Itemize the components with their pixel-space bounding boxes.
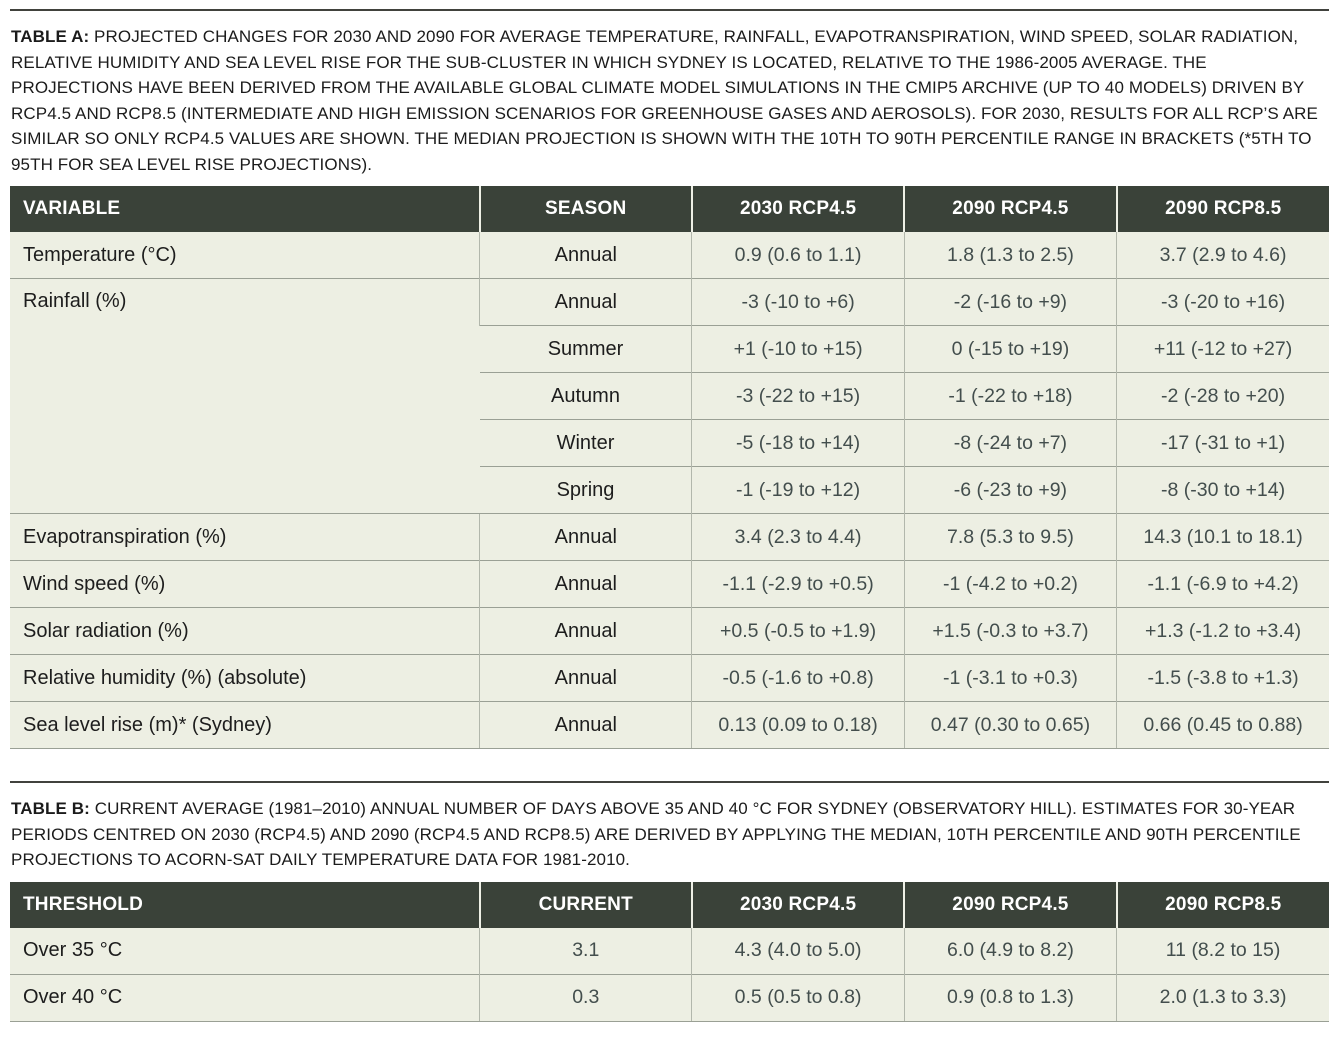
season-cell: Autumn	[479, 372, 692, 420]
variable-cell: Evapotranspiration (%)	[10, 513, 480, 561]
table-row-relative-humidity: Relative humidity (%) (absolute) Annual …	[10, 654, 1329, 702]
value-cell: -1 (-22 to +18)	[903, 372, 1117, 420]
table-b-header-2090-rcp45: 2090 RCP4.5	[903, 881, 1117, 928]
value-cell: -3 (-10 to +6)	[691, 278, 905, 326]
table-row-rainfall-autumn: Autumn -3 (-22 to +15) -1 (-22 to +18) -…	[10, 372, 1329, 420]
table-b-header-threshold: THRESHOLD	[10, 881, 480, 928]
value-cell: 7.8 (5.3 to 9.5)	[903, 513, 1117, 561]
value-cell: -1 (-3.1 to +0.3)	[903, 654, 1117, 702]
table-row-sea-level-rise: Sea level rise (m)* (Sydney) Annual 0.13…	[10, 701, 1329, 749]
value-cell: 11 (8.2 to 15)	[1116, 927, 1329, 974]
table-a-header-2030-rcp45: 2030 RCP4.5	[690, 186, 905, 232]
value-cell: -8 (-30 to +14)	[1116, 466, 1329, 514]
section-b: TABLE B: CURRENT AVERAGE (1981–2010) ANN…	[10, 781, 1329, 1022]
table-a: VARIABLE SEASON 2030 RCP4.5 2090 RCP4.5 …	[10, 186, 1329, 749]
table-b-header-2030-rcp45: 2030 RCP4.5	[690, 881, 905, 928]
table-row-wind-speed: Wind speed (%) Annual -1.1 (-2.9 to +0.5…	[10, 560, 1329, 608]
table-a-header-season: SEASON	[478, 186, 692, 232]
value-cell: -3 (-20 to +16)	[1116, 278, 1329, 326]
table-b-header-current: CURRENT	[478, 881, 692, 928]
value-cell: 6.0 (4.9 to 8.2)	[903, 927, 1117, 974]
value-cell: +11 (-12 to +27)	[1116, 325, 1329, 373]
value-cell: 0.5 (0.5 to 0.8)	[691, 973, 905, 1022]
table-b-header-2090-rcp85: 2090 RCP8.5	[1115, 881, 1329, 928]
threshold-cell: Over 35 °C	[10, 927, 480, 974]
value-cell: -2 (-16 to +9)	[903, 278, 1117, 326]
value-cell: 0.47 (0.30 to 0.65)	[903, 701, 1117, 749]
variable-cell: Relative humidity (%) (absolute)	[10, 654, 480, 702]
variable-cell: Rainfall (%)	[10, 278, 480, 514]
table-a-header-2090-rcp85: 2090 RCP8.5	[1115, 186, 1329, 232]
table-row-solar-radiation: Solar radiation (%) Annual +0.5 (-0.5 to…	[10, 607, 1329, 655]
value-cell: -0.5 (-1.6 to +0.8)	[691, 654, 905, 702]
value-cell: 0.13 (0.09 to 0.18)	[691, 701, 905, 749]
threshold-cell: Over 40 °C	[10, 973, 480, 1022]
value-cell: -5 (-18 to +14)	[691, 419, 905, 467]
value-cell: -1 (-4.2 to +0.2)	[903, 560, 1117, 608]
value-cell: -8 (-24 to +7)	[903, 419, 1117, 467]
value-cell: 14.3 (10.1 to 18.1)	[1116, 513, 1329, 561]
table-row-temperature: Temperature (°C) Annual 0.9 (0.6 to 1.1)…	[10, 232, 1329, 279]
variable-cell: Temperature (°C)	[10, 232, 480, 279]
season-cell: Annual	[479, 654, 692, 702]
table-row-evapotranspiration: Evapotranspiration (%) Annual 3.4 (2.3 t…	[10, 513, 1329, 561]
season-cell: Summer	[479, 325, 692, 373]
variable-cell: Sea level rise (m)* (Sydney)	[10, 701, 480, 749]
value-cell: 0.9 (0.8 to 1.3)	[903, 973, 1117, 1022]
value-cell: -6 (-23 to +9)	[903, 466, 1117, 514]
value-cell: 3.4 (2.3 to 4.4)	[691, 513, 905, 561]
table-row-rainfall-annual: Rainfall (%) Annual -3 (-10 to +6) -2 (-…	[10, 278, 1329, 514]
table-row-rainfall-summer: Summer +1 (-10 to +15) 0 (-15 to +19) +1…	[10, 325, 1329, 373]
value-cell: 2.0 (1.3 to 3.3)	[1116, 973, 1329, 1022]
value-cell: 0.66 (0.45 to 0.88)	[1116, 701, 1329, 749]
value-cell: +1 (-10 to +15)	[691, 325, 905, 373]
season-cell: Annual	[479, 232, 692, 279]
value-cell: 0.9 (0.6 to 1.1)	[691, 232, 905, 279]
value-cell: -1.1 (-2.9 to +0.5)	[691, 560, 905, 608]
value-cell: +1.5 (-0.3 to +3.7)	[903, 607, 1117, 655]
current-cell: 3.1	[479, 927, 692, 974]
table-b-caption: TABLE B: CURRENT AVERAGE (1981–2010) ANN…	[11, 796, 1329, 873]
variable-cell: Solar radiation (%)	[10, 607, 480, 655]
table-row-rainfall-winter: Winter -5 (-18 to +14) -8 (-24 to +7) -1…	[10, 419, 1329, 467]
table-b: THRESHOLD CURRENT 2030 RCP4.5 2090 RCP4.…	[10, 881, 1329, 1022]
table-a-header-2090-rcp45: 2090 RCP4.5	[903, 186, 1117, 232]
season-cell: Annual	[479, 560, 692, 608]
season-cell: Winter	[479, 419, 692, 467]
top-rule-b	[10, 781, 1329, 783]
value-cell: 4.3 (4.0 to 5.0)	[691, 927, 905, 974]
value-cell: -1.1 (-6.9 to +4.2)	[1116, 560, 1329, 608]
table-a-caption-label: TABLE A:	[11, 27, 90, 46]
value-cell: -2 (-28 to +20)	[1116, 372, 1329, 420]
variable-cell: Wind speed (%)	[10, 560, 480, 608]
table-a-caption-text: PROJECTED CHANGES FOR 2030 AND 2090 FOR …	[11, 27, 1318, 174]
top-rule-a	[10, 9, 1329, 11]
table-a-header-row: VARIABLE SEASON 2030 RCP4.5 2090 RCP4.5 …	[10, 186, 1329, 232]
page-root: TABLE A: PROJECTED CHANGES FOR 2030 AND …	[10, 9, 1329, 1022]
value-cell: -1.5 (-3.8 to +1.3)	[1116, 654, 1329, 702]
value-cell: 0 (-15 to +19)	[903, 325, 1117, 373]
season-cell: Annual	[479, 701, 692, 749]
table-a-header-variable: VARIABLE	[10, 186, 480, 232]
value-cell: 3.7 (2.9 to 4.6)	[1116, 232, 1329, 279]
season-cell: Annual	[479, 278, 692, 326]
value-cell: +0.5 (-0.5 to +1.9)	[691, 607, 905, 655]
table-a-caption: TABLE A: PROJECTED CHANGES FOR 2030 AND …	[11, 24, 1329, 177]
value-cell: -3 (-22 to +15)	[691, 372, 905, 420]
table-b-caption-label: TABLE B:	[11, 799, 90, 818]
value-cell: -1 (-19 to +12)	[691, 466, 905, 514]
table-row-rainfall-spring: Spring -1 (-19 to +12) -6 (-23 to +9) -8…	[10, 466, 1329, 514]
season-cell: Spring	[479, 466, 692, 514]
value-cell: +1.3 (-1.2 to +3.4)	[1116, 607, 1329, 655]
table-row-over-35: Over 35 °C 3.1 4.3 (4.0 to 5.0) 6.0 (4.9…	[10, 927, 1329, 974]
table-b-caption-text: CURRENT AVERAGE (1981–2010) ANNUAL NUMBE…	[11, 799, 1301, 869]
value-cell: -17 (-31 to +1)	[1116, 419, 1329, 467]
current-cell: 0.3	[479, 973, 692, 1022]
season-cell: Annual	[479, 513, 692, 561]
value-cell: 1.8 (1.3 to 2.5)	[903, 232, 1117, 279]
table-b-header-row: THRESHOLD CURRENT 2030 RCP4.5 2090 RCP4.…	[10, 881, 1329, 928]
table-row-over-40: Over 40 °C 0.3 0.5 (0.5 to 0.8) 0.9 (0.8…	[10, 973, 1329, 1022]
season-cell: Annual	[479, 607, 692, 655]
